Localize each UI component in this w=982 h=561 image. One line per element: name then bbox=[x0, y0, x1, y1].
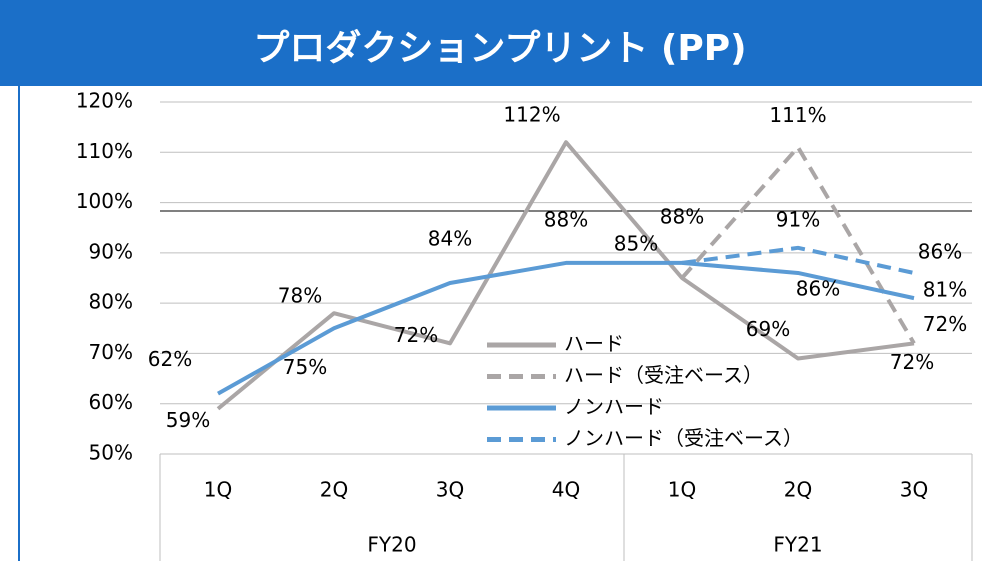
data-label: 69% bbox=[746, 317, 790, 341]
group-label: FY21 bbox=[773, 533, 822, 557]
x-tick-label: 3Q bbox=[436, 478, 464, 502]
legend-label: ノンハード（受注ベース） bbox=[564, 426, 803, 450]
y-tick-label: 60% bbox=[89, 390, 133, 414]
y-tick-label: 110% bbox=[76, 139, 133, 163]
y-tick-label: 120% bbox=[76, 89, 133, 113]
data-label: 86% bbox=[918, 239, 962, 263]
y-tick-label: 70% bbox=[89, 340, 133, 364]
x-tick-label: 2Q bbox=[320, 478, 348, 502]
x-tick-label: 1Q bbox=[668, 478, 696, 502]
data-label: 72% bbox=[394, 323, 438, 347]
data-label: 91% bbox=[776, 207, 820, 231]
header-band bbox=[0, 0, 982, 86]
x-tick-label: 3Q bbox=[900, 478, 928, 502]
x-tick-label: 1Q bbox=[204, 478, 232, 502]
y-tick-label: 100% bbox=[76, 189, 133, 213]
legend-label: ノンハード bbox=[564, 395, 664, 419]
data-label: 72% bbox=[890, 350, 934, 374]
data-label: 112% bbox=[503, 103, 560, 127]
chart-title: プロダクションプリント (PP) bbox=[253, 28, 746, 69]
y-tick-label: 50% bbox=[89, 441, 133, 465]
data-label: 84% bbox=[428, 227, 472, 251]
data-label: 72% bbox=[923, 312, 967, 336]
data-label: 78% bbox=[278, 284, 322, 308]
series-line bbox=[216, 140, 915, 411]
data-label: 81% bbox=[923, 278, 967, 302]
data-label: 62% bbox=[148, 347, 192, 371]
group-label: FY20 bbox=[367, 533, 416, 557]
data-label: 85% bbox=[614, 232, 658, 256]
y-tick-label: 90% bbox=[89, 239, 133, 263]
x-tick-label: 4Q bbox=[552, 478, 580, 502]
data-label: 86% bbox=[796, 276, 840, 300]
legend-label: ハード（受注ベース） bbox=[564, 363, 763, 387]
data-label: 88% bbox=[660, 204, 704, 228]
data-label: 59% bbox=[166, 408, 210, 432]
x-tick-label: 2Q bbox=[784, 478, 812, 502]
data-label: 75% bbox=[283, 355, 327, 379]
y-tick-label: 80% bbox=[89, 290, 133, 314]
data-label: 111% bbox=[769, 103, 826, 127]
data-label: 88% bbox=[544, 207, 588, 231]
series-line bbox=[217, 260, 915, 396]
legend-label: ハード bbox=[564, 332, 624, 356]
series-line bbox=[681, 245, 915, 275]
series-line bbox=[680, 145, 916, 345]
